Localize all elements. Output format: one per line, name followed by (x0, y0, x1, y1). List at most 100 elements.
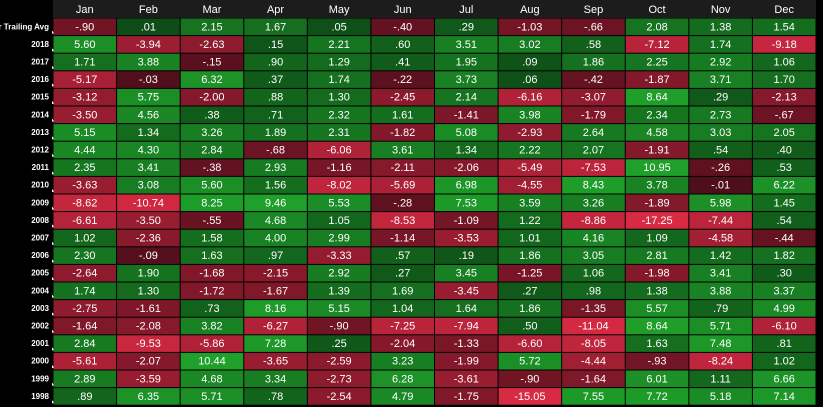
heatmap-cell (435, 124, 498, 141)
row-label: 2005 (31, 269, 49, 278)
heatmap-cell (435, 159, 498, 176)
cell-value: 4.30 (138, 145, 159, 157)
heatmap-cell (180, 194, 244, 212)
heatmap-cell (180, 370, 244, 388)
cell-value: 3.26 (201, 127, 222, 139)
cell-value: .90 (268, 57, 283, 69)
column-header-dec: Dec (774, 4, 794, 16)
heatmap-cell (53, 229, 117, 247)
heatmap-cell (752, 36, 816, 53)
cell-value: 3.61 (392, 145, 413, 157)
cell-value: 1.34 (456, 145, 477, 157)
cell-value: .29 (713, 92, 728, 104)
heatmap-cell (307, 370, 371, 388)
heatmap-cell (180, 335, 244, 352)
cell-value: -1.72 (199, 285, 224, 297)
cell-value: 2.84 (74, 338, 95, 350)
cell-value: 6.98 (456, 180, 477, 192)
cell-value: 2.34 (646, 109, 667, 121)
row-label: 2009 (31, 198, 49, 207)
heatmap-cell (180, 388, 244, 405)
cell-value: 1.86 (519, 250, 540, 262)
cell-value: -3.50 (136, 215, 161, 227)
cell-value: -.90 (520, 373, 539, 385)
heatmap-cell (625, 282, 689, 300)
cell-value: -.67 (775, 109, 794, 121)
cell-value: 1.86 (583, 57, 604, 69)
heatmap-cell (307, 176, 371, 194)
cell-value: 1.09 (646, 233, 667, 245)
cell-value: 2.07 (583, 145, 604, 157)
cell-value: 2.08 (646, 21, 667, 33)
heatmap-cell (752, 352, 816, 370)
cell-value: 1.38 (646, 285, 667, 297)
cell-value: 2.93 (265, 162, 286, 174)
cell-value: -.68 (266, 145, 285, 157)
cell-value: -1.98 (645, 268, 670, 280)
row-label: 2004 (31, 286, 49, 295)
cell-value: .71 (268, 109, 283, 121)
heatmap-cell (117, 352, 180, 370)
heatmap-cell (244, 88, 307, 106)
heatmap-cell (371, 141, 434, 159)
cell-value: -10.74 (133, 197, 164, 209)
cell-value: 3.59 (519, 197, 540, 209)
heatmap-cell (498, 212, 562, 229)
cell-value: -11.04 (578, 321, 608, 333)
heatmap-cell (244, 352, 307, 370)
cell-value: -.15 (202, 57, 221, 69)
cell-value: -.55 (202, 215, 221, 227)
cell-value: -1.41 (454, 109, 479, 121)
cell-value: -8.53 (390, 215, 415, 227)
cell-value: -5.86 (199, 338, 224, 350)
heatmap-cell (498, 247, 562, 264)
heatmap-cell (307, 53, 371, 71)
heatmap-cell (435, 36, 498, 53)
heatmap-cell (180, 352, 244, 370)
heatmap-cell (307, 194, 371, 212)
cell-value: 1.11 (710, 373, 731, 385)
cell-value: 1.63 (646, 338, 667, 350)
cell-value: -6.27 (263, 321, 288, 333)
heatmap-cell (307, 106, 371, 124)
heatmap-cell (752, 317, 816, 335)
heatmap-cell (244, 335, 307, 352)
cell-value: .78 (268, 391, 283, 403)
cell-value: 2.89 (74, 373, 95, 385)
cell-value: 1.56 (265, 180, 286, 192)
cell-value: 7.55 (583, 391, 604, 403)
heatmap-cell (625, 124, 689, 141)
cell-value: .88 (268, 92, 283, 104)
cell-value: 3.02 (519, 39, 540, 51)
heatmap-cell (689, 159, 752, 176)
heatmap-cell (117, 18, 180, 36)
cell-value: -3.63 (72, 180, 97, 192)
cell-value: 8.43 (583, 180, 604, 192)
heatmap-cell (307, 264, 371, 282)
cell-value: 1.01 (519, 233, 540, 245)
heatmap-cell (117, 229, 180, 247)
cell-value: -1.67 (263, 285, 288, 297)
cell-value: 1.30 (328, 92, 349, 104)
row-label: 2007 (31, 234, 49, 243)
heatmap-cell (244, 229, 307, 247)
cell-value: -1.68 (199, 268, 224, 280)
cell-value: 5.60 (201, 180, 222, 192)
heatmap-cell (752, 18, 816, 36)
cell-value: 1.95 (456, 57, 477, 69)
heatmap-cell (53, 106, 117, 124)
cell-value: .06 (522, 74, 537, 86)
cell-value: -2.04 (390, 338, 415, 350)
cell-value: -2.64 (72, 268, 97, 280)
heatmap-cell (371, 36, 434, 53)
cell-value: 5.98 (710, 197, 731, 209)
cell-value: 5.60 (74, 39, 95, 51)
cell-value: 6.01 (646, 373, 667, 385)
heatmap-cell (689, 317, 752, 335)
heatmap-cell (435, 141, 498, 159)
cell-value: 3.05 (583, 250, 604, 262)
cell-value: 3.88 (710, 285, 731, 297)
cell-value: .57 (395, 250, 410, 262)
heatmap-cell (689, 176, 752, 194)
